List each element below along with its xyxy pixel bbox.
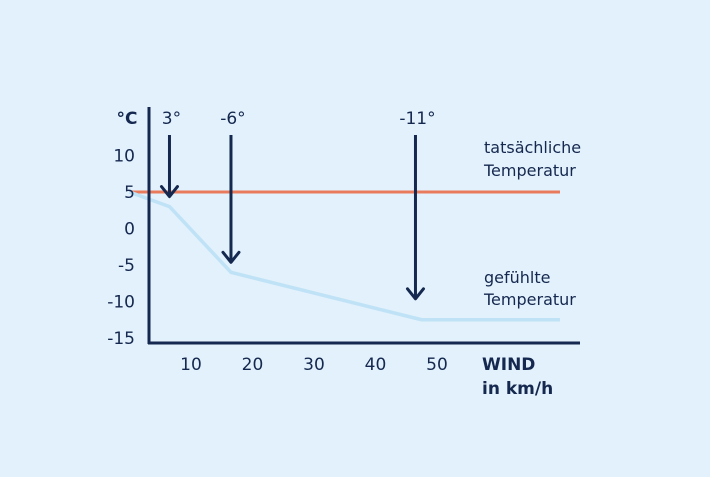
x-tick-label: 30 [303, 355, 325, 375]
arrow-head [159, 185, 179, 199]
annotation-label: 3° [162, 109, 181, 129]
annotation-arrow-0: 3° [159, 109, 181, 199]
annotation-label: -6° [220, 109, 245, 129]
x-tick-label: 50 [426, 355, 448, 375]
y-tick-label: -5 [118, 256, 135, 276]
annotation-arrow-1: -6° [220, 109, 246, 264]
arrow-head [221, 250, 241, 264]
y-tick-label: 5 [124, 183, 135, 203]
series-label-actual-line1: tatsächliche [484, 138, 581, 157]
y-tick-label: 0 [124, 220, 135, 240]
arrow-head [405, 287, 425, 301]
x-tick-label: 40 [365, 355, 387, 375]
annotation-arrow-2: -11° [399, 109, 436, 301]
y-tick-label: 10 [113, 147, 135, 167]
x-tick-label: 20 [242, 355, 264, 375]
y-tick-label: -10 [107, 293, 135, 313]
x-axis-label-line2: in km/h [482, 379, 553, 399]
annotation-label: -11° [399, 109, 435, 129]
series-line-1 [128, 190, 560, 322]
x-tick-label: 10 [180, 355, 202, 375]
series-label-felt-line1: gefühlte [484, 268, 550, 287]
series-label-actual-line2: Temperatur [483, 161, 576, 180]
y-tick-label: -15 [107, 329, 135, 349]
y-unit-label: °C [117, 109, 138, 129]
series-label-felt-line2: Temperatur [483, 290, 576, 309]
x-axis-label-line1: WIND [482, 355, 535, 375]
